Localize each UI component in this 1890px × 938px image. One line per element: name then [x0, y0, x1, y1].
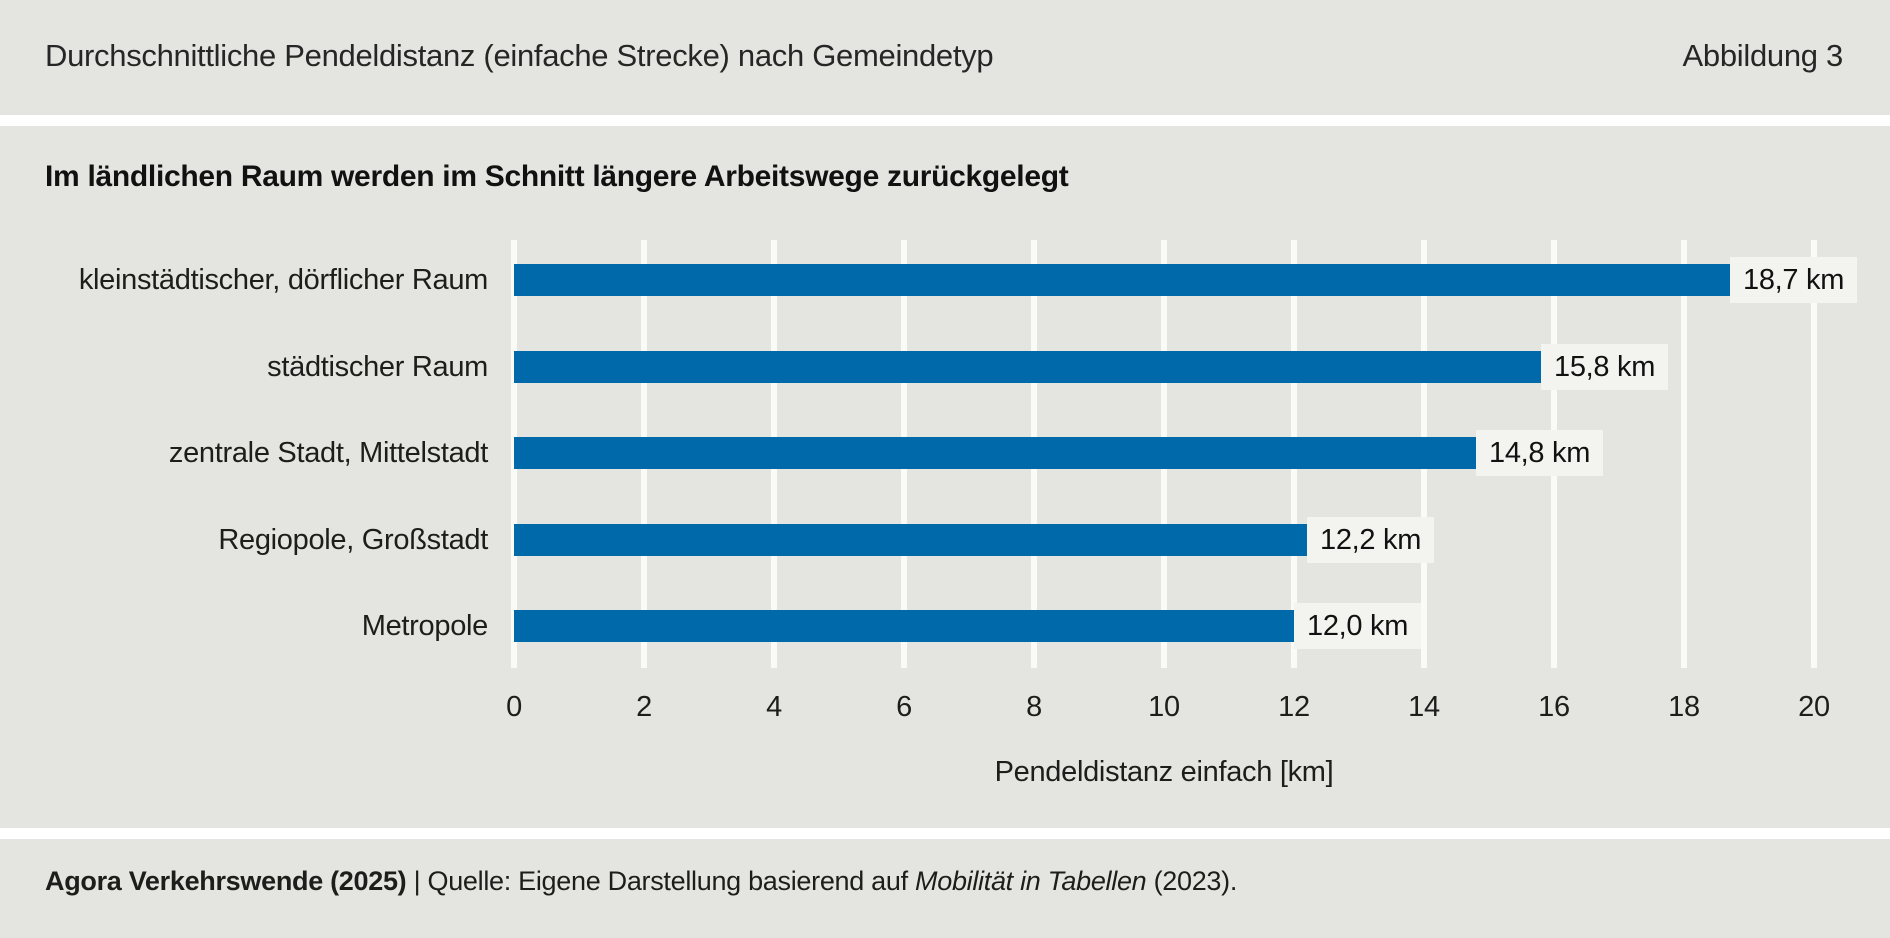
- source-line: Agora Verkehrswende (2025) | Quelle: Eig…: [45, 866, 1237, 897]
- x-tick-label-14: 14: [1408, 691, 1440, 723]
- bar: [514, 437, 1476, 469]
- bar-value-label: 14,8 km: [1476, 430, 1604, 476]
- category-label: städtischer Raum: [267, 351, 488, 383]
- gridline-20: [1811, 240, 1817, 668]
- bar-value-label: 12,0 km: [1294, 603, 1422, 649]
- bar-value-label: 15,8 km: [1541, 344, 1669, 390]
- figure-header-title: Durchschnittliche Pendeldistanz (einfach…: [45, 38, 994, 73]
- source-text-1: Quelle: Eigene Darstellung basierend auf: [427, 866, 916, 896]
- x-tick-label-20: 20: [1798, 691, 1830, 723]
- source-separator: |: [406, 866, 428, 896]
- footer-divider: [0, 828, 1890, 839]
- bar: [514, 610, 1294, 642]
- bar-value-label: 12,2 km: [1307, 517, 1435, 563]
- figure-number-label: Abbildung 3: [1682, 38, 1844, 73]
- x-tick-label-4: 4: [766, 691, 782, 723]
- bar: [514, 351, 1541, 383]
- x-tick-label-16: 16: [1538, 691, 1570, 723]
- source-text-2: (2023).: [1146, 866, 1238, 896]
- bar: [514, 264, 1730, 296]
- source-publisher: Agora Verkehrswende (2025): [45, 866, 407, 896]
- x-tick-label-0: 0: [506, 691, 522, 723]
- category-label: kleinstädtischer, dörflicher Raum: [78, 264, 488, 296]
- category-label: Metropole: [361, 610, 489, 642]
- gridline-18: [1681, 240, 1687, 668]
- x-tick-label-6: 6: [896, 691, 912, 723]
- x-tick-label-18: 18: [1668, 691, 1700, 723]
- x-axis-label: Pendeldistanz einfach [km]: [994, 756, 1334, 788]
- x-tick-label-10: 10: [1148, 691, 1180, 723]
- category-label: zentrale Stadt, Mittelstadt: [168, 437, 488, 469]
- bar-value-label: 18,7 km: [1730, 257, 1858, 303]
- x-tick-label-2: 2: [636, 691, 652, 723]
- x-tick-label-8: 8: [1026, 691, 1042, 723]
- category-label: Regiopole, Großstadt: [218, 524, 488, 556]
- source-title-italic: Mobilität in Tabellen: [915, 866, 1147, 896]
- bar: [514, 524, 1307, 556]
- chart-title: Im ländlichen Raum werden im Schnitt län…: [45, 160, 1069, 193]
- x-tick-label-12: 12: [1278, 691, 1310, 723]
- header-divider: [0, 115, 1890, 126]
